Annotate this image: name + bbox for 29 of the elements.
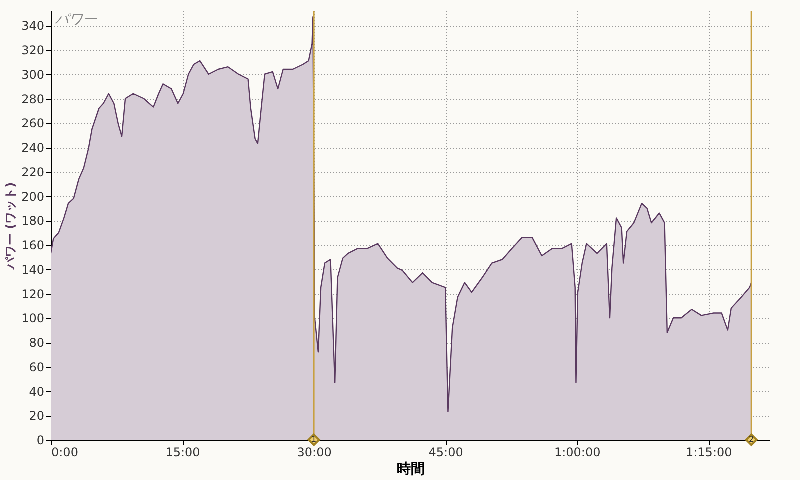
x-tick-label: 1:00:00: [554, 446, 601, 460]
x-tick-label: 30:00: [297, 446, 332, 460]
chart-title: パワー: [55, 12, 98, 28]
y-tick-label: 140: [22, 262, 44, 277]
x-tick-label: 15:00: [166, 446, 200, 460]
y-tick-label: 20: [29, 409, 44, 424]
y-tick-label: 240: [22, 141, 44, 155]
x-tick-label: 45:00: [428, 446, 464, 460]
x-tick-label: 0:00: [52, 446, 78, 460]
annotation: 2: [749, 435, 754, 444]
y-tick-label: 80: [29, 336, 44, 350]
y-tick-label: 180: [22, 214, 44, 228]
y-tick-label: 100: [22, 312, 44, 326]
y-tick-label: 320: [22, 44, 44, 58]
y-tick-label: 40: [29, 384, 44, 399]
x-axis-title: 時間: [397, 462, 425, 478]
y-tick-label: 200: [22, 190, 44, 204]
y-tick-label: 340: [22, 19, 44, 34]
y-tick-label: 160: [22, 238, 44, 252]
y-tick-label: 120: [22, 287, 44, 302]
y-axis-title: パワー (ワット): [4, 182, 18, 271]
y-tick-label: 260: [22, 116, 44, 131]
y-tick-label: 300: [22, 68, 44, 82]
annotation: 1: [312, 435, 317, 444]
y-tick-label: 60: [29, 360, 44, 374]
y-tick-label: 220: [22, 165, 44, 180]
y-tick-label: 280: [22, 92, 44, 106]
y-tick-label: 0: [36, 434, 44, 448]
x-tick-label: 1:15:00: [686, 446, 732, 460]
